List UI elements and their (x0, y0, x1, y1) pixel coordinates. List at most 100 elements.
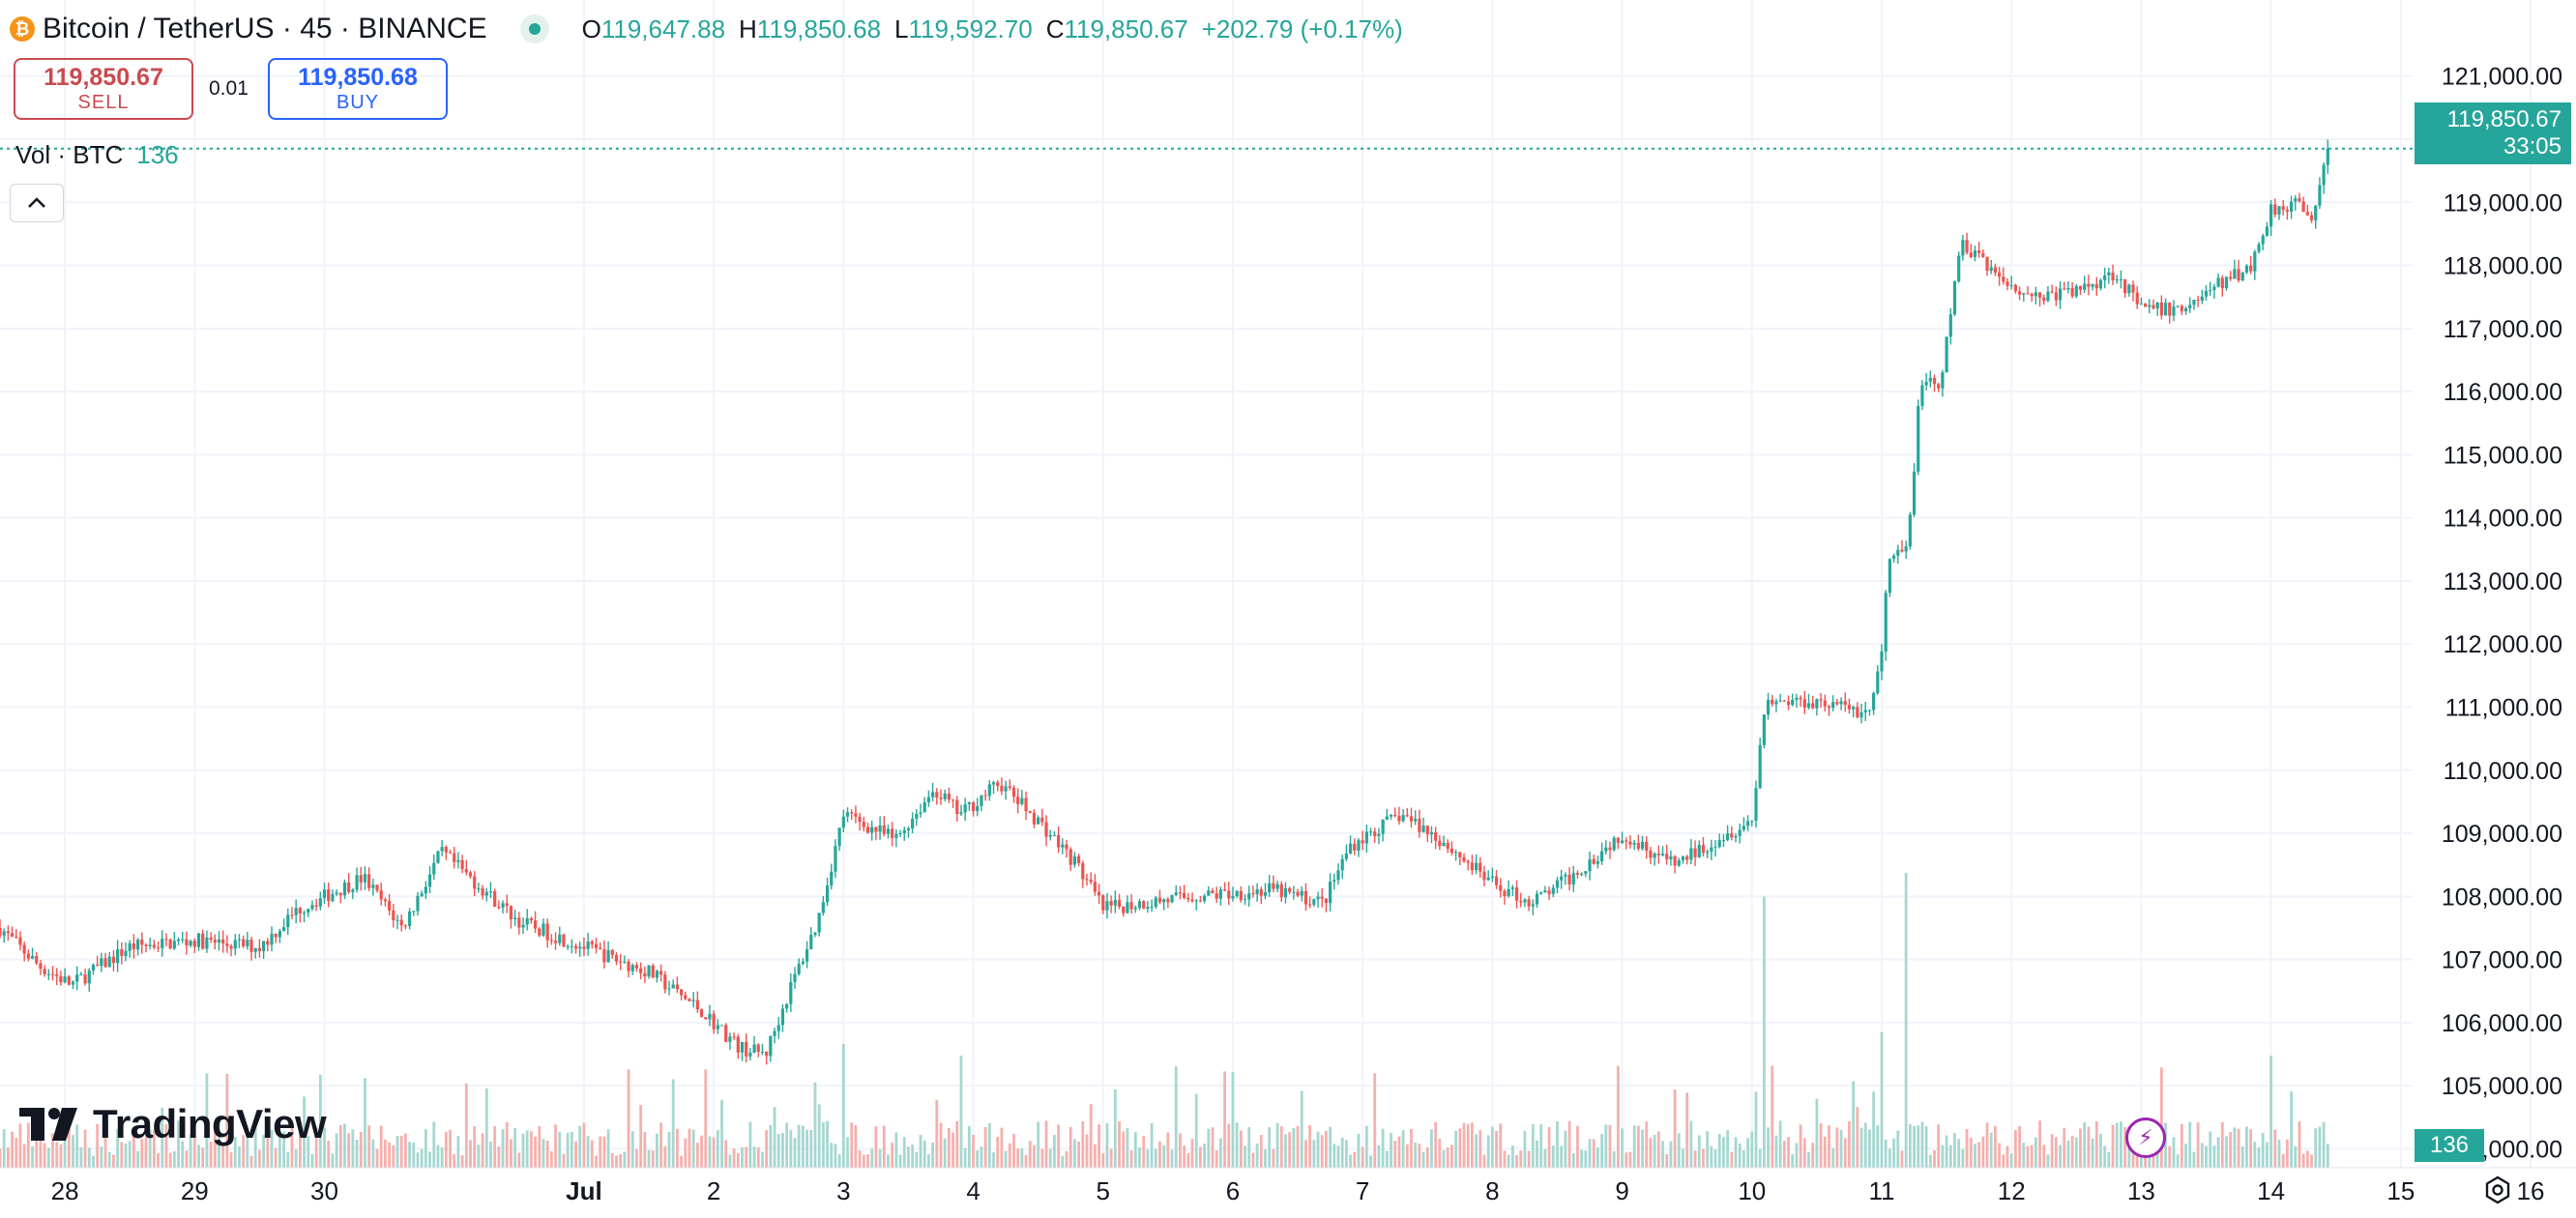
buy-button[interactable]: 119,850.68 BUY (268, 58, 448, 120)
candle-body (1547, 890, 1551, 894)
candle-body (1539, 892, 1543, 894)
candle-body (0, 927, 2, 936)
volume-bar (1564, 1130, 1567, 1168)
order-quantity[interactable]: 0.01 (209, 77, 249, 100)
volume-bar (55, 1142, 59, 1168)
candle-body (712, 1013, 716, 1030)
candle-body (262, 941, 266, 952)
candle-body (1952, 281, 1957, 315)
candle-body (1754, 788, 1758, 821)
volume-bar (538, 1126, 542, 1168)
candle-body (553, 941, 558, 943)
volume-bar (364, 1078, 366, 1168)
candle-body (2277, 206, 2281, 215)
candle-body (338, 892, 342, 896)
volume-bar (643, 1131, 647, 1168)
candle-body (1137, 901, 1142, 909)
candle-body (1815, 699, 1819, 709)
volume-bar (1823, 1136, 1827, 1168)
candle-body (699, 1009, 704, 1018)
volume-bar (656, 1133, 659, 1168)
volume-bar (630, 1131, 634, 1168)
candle-body (181, 939, 185, 941)
candle-body (2237, 269, 2240, 281)
volume-bar (1033, 1145, 1036, 1168)
candle-body (1251, 893, 1255, 895)
volume-bar (124, 1143, 128, 1168)
candle-body (473, 876, 477, 889)
candle-body (2224, 276, 2229, 289)
volume-bar (87, 1147, 91, 1168)
volume-legend[interactable]: Vol · BTC 136 (15, 140, 179, 170)
volume-bar (610, 1152, 614, 1168)
volume-bar (1482, 1154, 1486, 1168)
candlesticks (0, 139, 2329, 1065)
candle-body (2257, 244, 2261, 252)
volume-bar (542, 1139, 545, 1168)
candle-body (2046, 291, 2050, 302)
candle-body (205, 937, 209, 949)
volume-bar (1551, 1146, 1555, 1168)
volume-bar (1734, 1137, 1738, 1168)
candle-body (359, 875, 363, 883)
time-tick-label: Jul (566, 1176, 602, 1205)
volume-bar (2046, 1154, 2050, 1168)
volume-bar (1989, 1132, 1993, 1168)
candle-body (1016, 797, 1020, 804)
volume-bar (270, 1129, 274, 1168)
candle-body (493, 891, 497, 907)
candle-body (172, 941, 176, 949)
candle-body (2123, 278, 2127, 294)
candle-body (1514, 887, 1519, 901)
volume-bar (2205, 1146, 2208, 1168)
candle-body (253, 947, 257, 952)
volume-bar (2290, 1090, 2293, 1168)
candle-body (2309, 215, 2314, 221)
volume-bar (793, 1138, 797, 1168)
volume-bar (987, 1123, 991, 1168)
volume-bar (201, 1147, 205, 1168)
volume-bar (213, 1132, 217, 1168)
gear-icon[interactable] (2481, 1174, 2514, 1206)
collapse-legend-button[interactable] (10, 184, 64, 222)
volume-bar (2200, 1143, 2204, 1168)
candle-body (456, 859, 460, 862)
volume-bar (1390, 1132, 1392, 1168)
candle-body (752, 1044, 756, 1053)
candle-body (59, 975, 63, 983)
candle-body (1458, 852, 1462, 857)
candle-body (1640, 841, 1645, 849)
candle-body (1275, 884, 1279, 889)
candle-body (432, 862, 436, 875)
candle-body (679, 989, 684, 996)
volume-bar (1616, 1065, 1620, 1168)
candle-body (1900, 549, 1904, 552)
live-status-dot-icon[interactable] (519, 14, 549, 44)
candle-body (412, 911, 416, 913)
volume-bar (258, 1149, 261, 1168)
volume-bar (1142, 1136, 1146, 1168)
volume-bar (590, 1140, 594, 1168)
candle-body (10, 933, 15, 937)
volume-bar (2063, 1127, 2066, 1168)
candle-body (1693, 848, 1697, 857)
candle-body (96, 964, 100, 967)
volume-bar (278, 1133, 281, 1168)
tradingview-logo[interactable]: TradingView (19, 1100, 327, 1148)
volume-bar (2298, 1121, 2301, 1168)
candle-body (1190, 899, 1194, 902)
volume-bar (976, 1150, 980, 1168)
candle-body (599, 947, 602, 949)
candle-body (1052, 834, 1057, 836)
symbol-title[interactable]: Bitcoin / TetherUS · 45 · BINANCE (43, 13, 487, 44)
volume-bar (1410, 1128, 1413, 1168)
sell-button[interactable]: 119,850.67 SELL (14, 58, 193, 120)
volume-bar (789, 1129, 793, 1168)
candle-body (367, 874, 371, 888)
candle-body (1628, 841, 1632, 845)
volume-bar (1665, 1154, 1669, 1168)
lightning-icon[interactable]: ⚡ (2125, 1117, 2166, 1158)
candle-body (610, 949, 614, 955)
volume-bar (1028, 1141, 1032, 1168)
